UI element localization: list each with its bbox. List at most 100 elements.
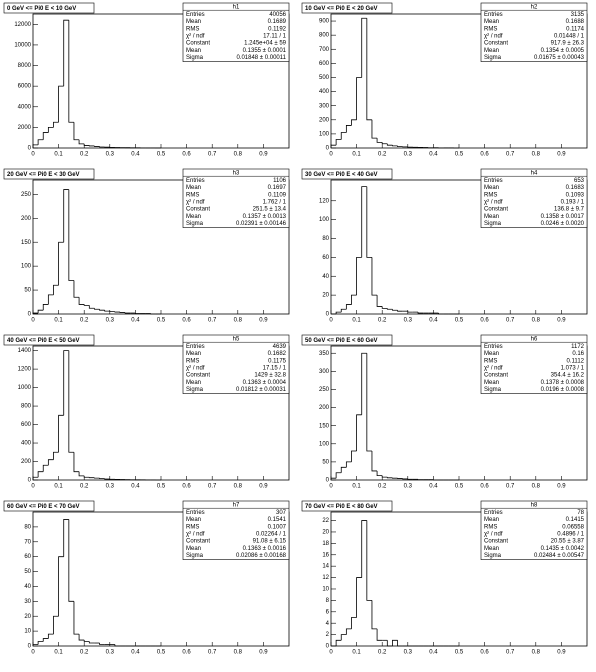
stats-label: Constant — [186, 539, 210, 545]
stats-name: h7 — [233, 503, 240, 509]
stats-label: RMS — [484, 358, 497, 364]
stats-value: 1429 ± 32.8 — [254, 373, 286, 379]
stats-value: 1.073 / 1 — [561, 365, 585, 371]
x-tick-label: 0.4 — [429, 650, 438, 656]
histogram-bin — [392, 145, 398, 147]
x-tick-label: 0 — [329, 152, 333, 158]
stats-label: Sigma — [484, 387, 502, 393]
stats-value: 0.1697 — [268, 185, 287, 191]
histogram-bin — [32, 312, 39, 314]
stats-value: 354.4 ± 16.2 — [551, 373, 585, 379]
x-tick-label: 0.9 — [557, 152, 566, 158]
stats-label: RMS — [186, 26, 199, 32]
x-tick-label: 0.5 — [157, 650, 166, 656]
histogram-bin — [73, 452, 80, 473]
stats-label: χ² / ndf — [186, 199, 205, 205]
stats-name: h3 — [233, 171, 240, 177]
stats-name: h4 — [531, 171, 538, 177]
histogram-bin — [381, 306, 388, 309]
y-tick-label: 50 — [24, 569, 31, 575]
stats-value: 1172 — [571, 344, 585, 350]
stats-label: Constant — [484, 207, 508, 213]
stats-value: 251.5 ± 13.4 — [253, 207, 287, 213]
histogram-bin — [94, 145, 100, 147]
x-tick-label: 0.7 — [208, 484, 217, 490]
histogram-bin — [386, 308, 393, 310]
stats-label: Sigma — [484, 553, 502, 559]
histogram-bin — [53, 121, 59, 128]
histogram-bin — [386, 477, 393, 479]
stats-name: h2 — [531, 5, 538, 11]
x-tick-label: 0.6 — [182, 484, 191, 490]
stats-label: χ² / ndf — [186, 33, 205, 39]
x-tick-label: 0.2 — [378, 650, 387, 656]
y-tick-label: 6000 — [18, 84, 32, 90]
x-tick-label: 0.5 — [455, 650, 464, 656]
x-tick-label: 0.6 — [182, 650, 191, 656]
x-tick-label: 0.6 — [480, 318, 489, 324]
histogram-bin — [417, 312, 424, 314]
stats-box — [480, 334, 588, 394]
histogram-bin — [53, 451, 59, 460]
histogram-bin — [58, 85, 64, 123]
x-tick-label: 0.6 — [480, 650, 489, 656]
y-tick-label: 0 — [326, 146, 330, 152]
stats-label: Mean — [484, 380, 499, 386]
stats-label: χ² / ndf — [484, 33, 503, 39]
histogram-bin — [330, 144, 337, 148]
histogram-bin — [356, 256, 362, 296]
stats-label: Entries — [186, 178, 205, 184]
x-tick-label: 0.2 — [80, 318, 89, 324]
y-tick-label: 0 — [28, 146, 32, 152]
stats-value: 4639 — [273, 344, 287, 350]
stats-name: h5 — [233, 337, 240, 343]
stats-label: RMS — [484, 192, 497, 198]
histogram-bin — [366, 18, 372, 121]
x-tick-label: 0.8 — [234, 152, 243, 158]
stats-value: 0.1109 — [268, 192, 287, 198]
stats-label: Mean — [186, 19, 201, 25]
y-tick-label: 40 — [322, 274, 329, 280]
y-tick-label: 18 — [322, 541, 329, 547]
histogram-bin — [361, 352, 367, 415]
stats-label: Entries — [484, 344, 503, 350]
x-tick-label: 0.6 — [480, 484, 489, 490]
histogram-bin — [345, 461, 352, 468]
y-tick-label: 10000 — [14, 43, 31, 49]
x-tick-label: 0.9 — [259, 318, 268, 324]
histogram-bin — [68, 519, 74, 602]
stats-value: 653 — [574, 178, 585, 184]
stats-label: Mean — [186, 185, 201, 191]
y-tick-label: 300 — [319, 369, 330, 375]
histogram-bin — [356, 577, 362, 618]
stats-label: Mean — [484, 19, 499, 25]
stats-value: 17.15 / 1 — [263, 365, 287, 371]
x-tick-label: 0.2 — [80, 484, 89, 490]
y-tick-label: 800 — [21, 404, 32, 410]
title-box — [3, 334, 95, 346]
x-tick-label: 0.2 — [378, 484, 387, 490]
stats-value: 0.193 / 1 — [561, 199, 585, 205]
x-tick-label: 0.9 — [259, 484, 268, 490]
panel-title: 30 GeV <= Pi0 E < 40 GeV — [305, 172, 378, 178]
x-tick-label: 0.4 — [429, 152, 438, 158]
stats-label: RMS — [484, 524, 497, 530]
histogram-bin — [37, 309, 44, 314]
stats-label: χ² / ndf — [484, 365, 503, 371]
histogram-bin — [42, 464, 49, 472]
y-tick-label: 10 — [322, 587, 329, 593]
stats-value: 78 — [577, 510, 584, 516]
histogram-bin — [73, 122, 80, 141]
title-box — [301, 168, 393, 180]
y-tick-label: 6 — [326, 609, 330, 615]
x-tick-label: 0.6 — [182, 152, 191, 158]
title-box — [3, 500, 95, 512]
panel-title: 40 GeV <= Pi0 E < 50 GeV — [7, 338, 80, 344]
histogram-bin — [53, 615, 59, 635]
stats-label: Constant — [186, 41, 210, 47]
x-tick-label: 0.3 — [106, 318, 115, 324]
stats-box — [182, 2, 290, 62]
x-tick-label: 0.2 — [80, 650, 89, 656]
histogram-bin — [397, 640, 403, 647]
stats-label: χ² / ndf — [186, 365, 205, 371]
